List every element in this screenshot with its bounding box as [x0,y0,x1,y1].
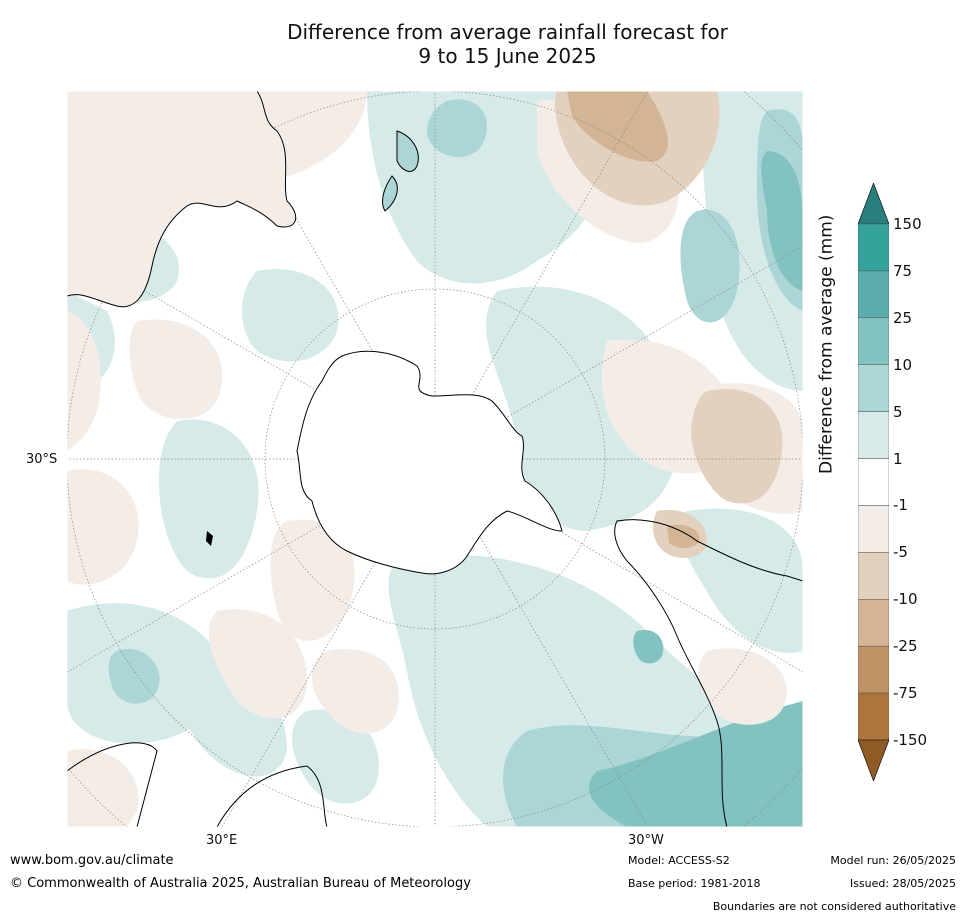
colorbar-tick-label: -1 [893,496,908,515]
island-coastline [206,531,213,546]
colorbar-band [858,505,889,553]
colorbar-band [858,692,889,741]
antarctica-coastline [296,350,563,575]
colorbar-tick-label: 150 [893,215,922,233]
colorbar-band [858,364,889,412]
new-zealand-coastline [382,130,419,212]
lon-label-30e: 30°E [206,833,238,848]
rainfall-map [67,91,803,827]
colorbar-tick-label: 75 [893,261,913,280]
colorbar [858,183,889,781]
chart-title: Difference from average rainfall forecas… [0,20,965,68]
footer-note: Boundaries are not considered authoritat… [712,900,956,913]
colorbar-band [858,317,889,365]
australia-coastline [67,91,297,308]
footer-issued: Issued: 28/05/2025 [849,877,956,890]
footer-copyright: © Commonwealth of Australia 2025, Austra… [10,876,471,891]
colorbar-band [858,645,889,694]
colorbar-tick-label: 25 [893,308,913,327]
colorbar-tick-label: 5 [893,402,903,421]
title-line-2: 9 to 15 June 2025 [418,44,597,68]
footer-url[interactable]: www.bom.gov.au/climate [10,853,174,868]
colorbar-band [858,458,889,506]
colorbar-tick-label: 1 [893,449,903,468]
colorbar-tick-label: -150 [893,731,928,749]
colorbar-tick-label: 10 [893,355,913,374]
footer-base-period: Base period: 1981-2018 [628,877,761,890]
colorbar-title: Difference from average (mm) [816,214,837,474]
colorbar-band [858,552,889,600]
colorbar-band [858,599,889,647]
anomaly-neg10-to-neg25 [567,91,700,549]
colorbar-extend-top [858,183,889,225]
map-svg [67,91,803,827]
south-america-coastline [614,519,803,827]
colorbar-band [858,223,889,272]
africa-coastline [67,742,328,827]
colorbar-band [858,270,889,319]
colorbar-tick-label: -25 [893,637,918,656]
colorbar-tick-label: -75 [893,684,918,703]
lat-label-30s: 30°S [26,452,58,467]
colorbar-tick-label: -5 [893,543,908,562]
lon-label-30w: 30°W [628,833,664,848]
title-line-1: Difference from average rainfall forecas… [287,20,728,44]
colorbar-extend-bottom [858,739,889,781]
colorbar-band [858,411,889,459]
footer-model: Model: ACCESS-S2 [628,854,730,867]
colorbar-tick-label: -10 [893,590,918,609]
footer-model-run: Model run: 26/05/2025 [830,854,956,867]
anomaly-10-to-25 [588,151,803,827]
